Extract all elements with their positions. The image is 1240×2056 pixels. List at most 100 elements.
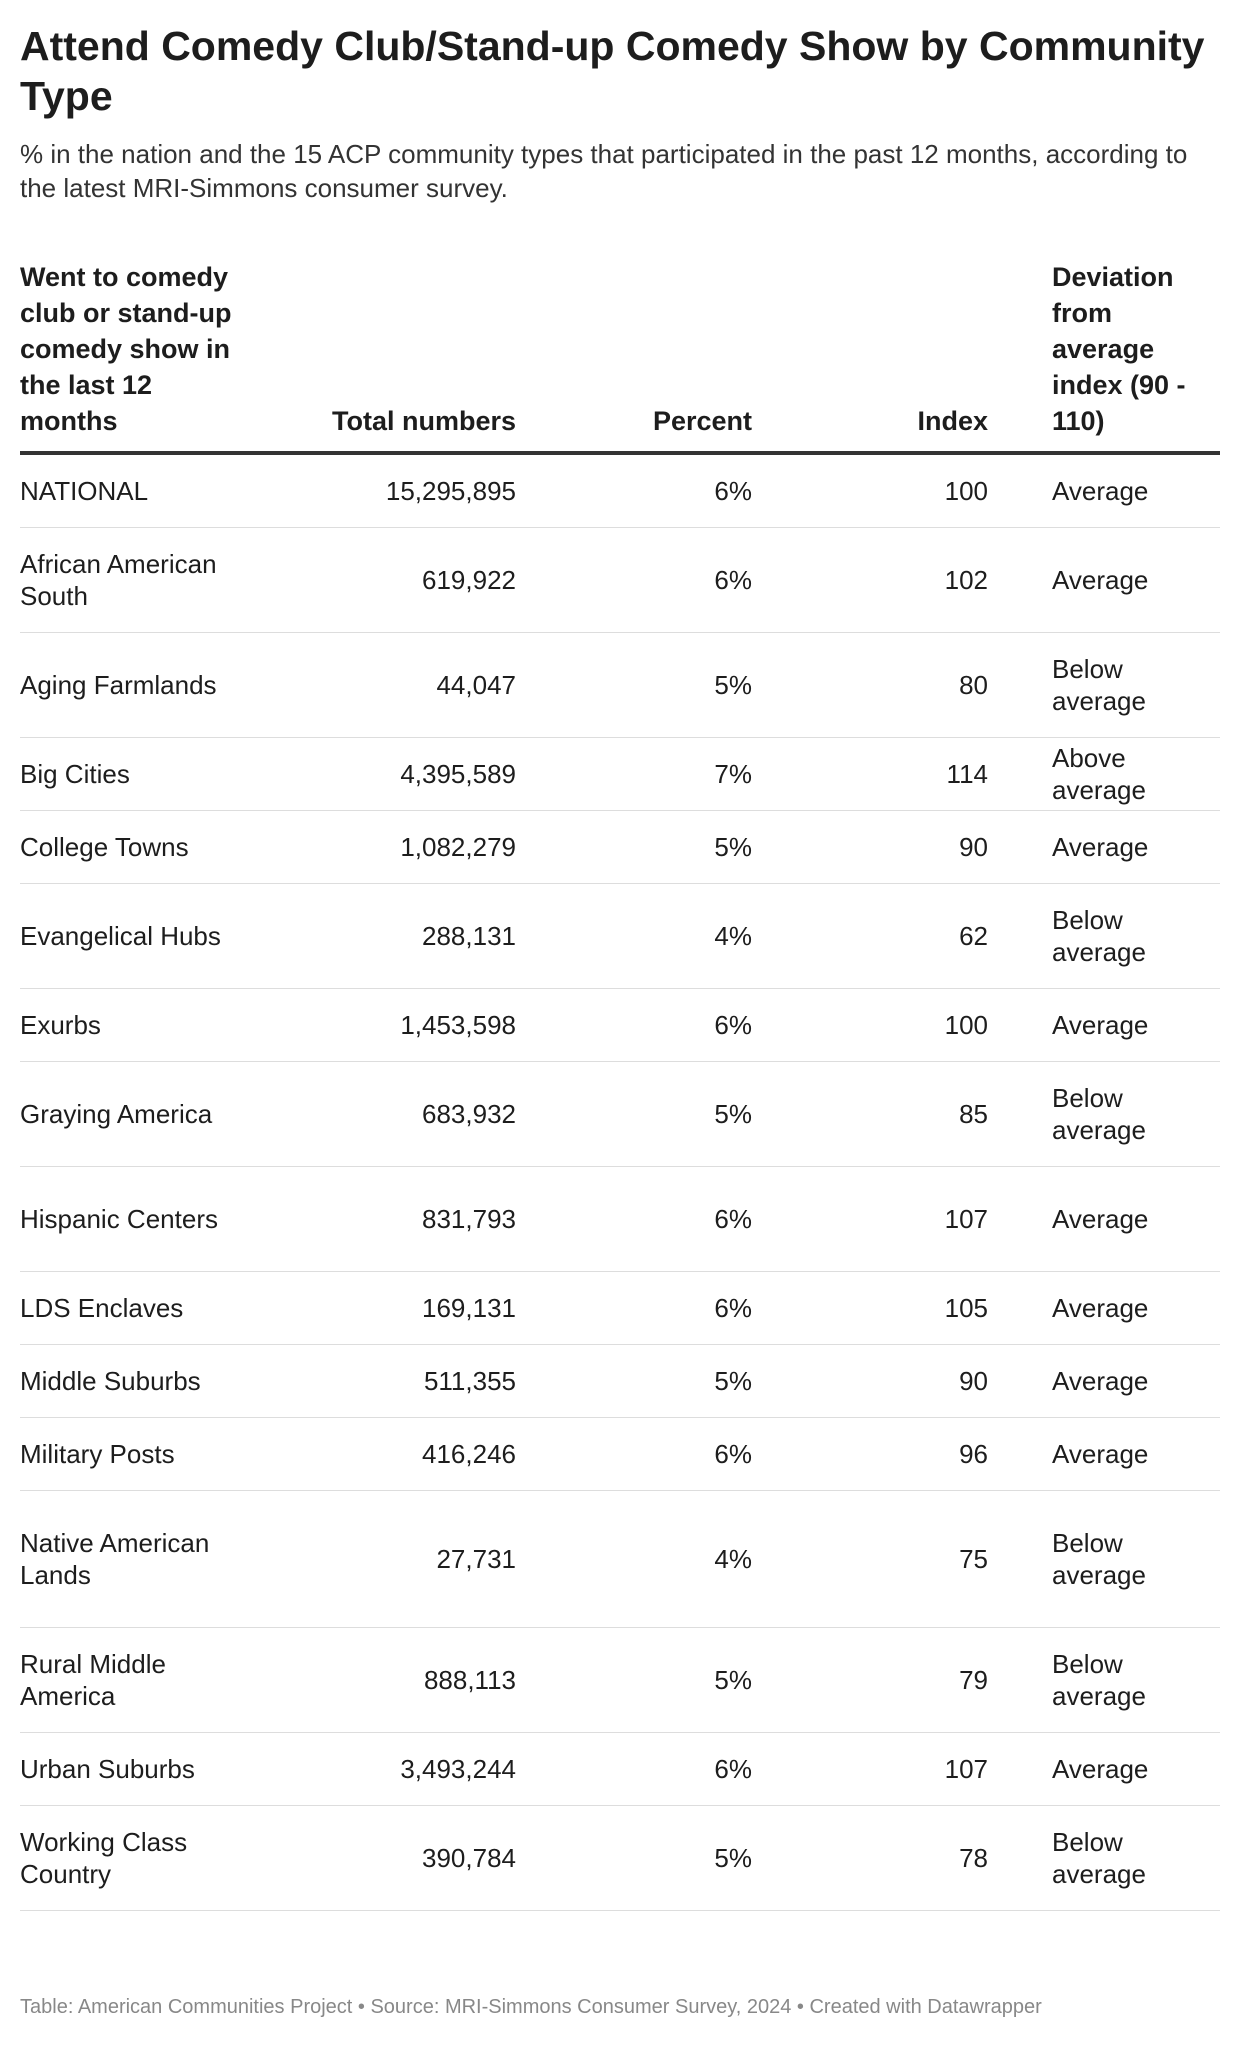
percent-cell: 5% bbox=[516, 1805, 752, 1911]
percent-cell: 5% bbox=[516, 632, 752, 738]
table-row: Rural Middle America 888,113 5% 79 Below ave… bbox=[20, 1627, 1220, 1733]
deviation-cell: Below average bbox=[988, 1490, 1220, 1628]
community-name-cell: Middle Suburbs bbox=[20, 1344, 252, 1418]
percent-cell: 7% bbox=[516, 737, 752, 811]
table-row: Urban Suburbs 3,493,244 6% 107 Average bbox=[20, 1732, 1220, 1806]
community-name-cell: Working Class Country bbox=[20, 1805, 252, 1911]
data-table: Went to comedy club or stand-up comedy s… bbox=[20, 259, 1220, 1911]
percent-cell: 6% bbox=[516, 1271, 752, 1345]
deviation-cell: Below average bbox=[988, 1061, 1220, 1167]
index-cell: 78 bbox=[752, 1805, 988, 1911]
total-numbers-cell: 888,113 bbox=[252, 1627, 516, 1733]
table-row: Military Posts 416,246 6% 96 Average bbox=[20, 1417, 1220, 1491]
community-name-cell: Military Posts bbox=[20, 1417, 252, 1491]
table-row: Big Cities 4,395,589 7% 114 Above average bbox=[20, 737, 1220, 811]
index-cell: 75 bbox=[752, 1490, 988, 1628]
table-row: Working Class Country 390,784 5% 78 Below av… bbox=[20, 1805, 1220, 1911]
chart-footer: Table: American Communities Project • So… bbox=[20, 1996, 1042, 2018]
index-cell: 102 bbox=[752, 527, 988, 633]
deviation-cell: Average bbox=[988, 453, 1220, 528]
table-row: Evangelical Hubs 288,131 4% 62 Below average bbox=[20, 883, 1220, 989]
deviation-cell: Average bbox=[988, 1417, 1220, 1491]
chart-container: Attend Comedy Club/Stand-up Comedy Show … bbox=[20, 0, 1220, 1911]
community-name-cell: LDS Enclaves bbox=[20, 1271, 252, 1345]
table-row: Middle Suburbs 511,355 5% 90 Average bbox=[20, 1344, 1220, 1418]
community-name-cell: Exurbs bbox=[20, 988, 252, 1062]
index-cell: 80 bbox=[752, 632, 988, 738]
deviation-cell: Average bbox=[988, 527, 1220, 633]
total-numbers-cell: 390,784 bbox=[252, 1805, 516, 1911]
total-numbers-cell: 27,731 bbox=[252, 1490, 516, 1628]
percent-cell: 6% bbox=[516, 1417, 752, 1491]
community-name-cell: Graying America bbox=[20, 1061, 252, 1167]
percent-cell: 5% bbox=[516, 1627, 752, 1733]
index-cell: 105 bbox=[752, 1271, 988, 1345]
community-name-cell: Urban Suburbs bbox=[20, 1732, 252, 1806]
total-numbers-cell: 169,131 bbox=[252, 1271, 516, 1345]
deviation-cell: Below average bbox=[988, 632, 1220, 738]
column-header-community[interactable]: Went to comedy club or stand-up comedy s… bbox=[20, 259, 252, 455]
index-cell: 114 bbox=[752, 737, 988, 811]
total-numbers-cell: 1,082,279 bbox=[252, 810, 516, 884]
percent-cell: 5% bbox=[516, 1344, 752, 1418]
community-name-cell: Aging Farmlands bbox=[20, 632, 252, 738]
total-numbers-cell: 511,355 bbox=[252, 1344, 516, 1418]
community-name-cell: Hispanic Centers bbox=[20, 1166, 252, 1272]
percent-cell: 6% bbox=[516, 1732, 752, 1806]
index-cell: 96 bbox=[752, 1417, 988, 1491]
total-numbers-cell: 44,047 bbox=[252, 632, 516, 738]
percent-cell: 6% bbox=[516, 988, 752, 1062]
deviation-cell: Below average bbox=[988, 883, 1220, 989]
percent-cell: 5% bbox=[516, 810, 752, 884]
index-cell: 90 bbox=[752, 810, 988, 884]
deviation-cell: Below average bbox=[988, 1805, 1220, 1911]
chart-subtitle: % in the nation and the 15 ACP community… bbox=[20, 139, 1188, 203]
column-header-index[interactable]: Index bbox=[752, 259, 988, 455]
community-name-cell: Native American Lands bbox=[20, 1490, 252, 1628]
table-row: NATIONAL 15,295,895 6% 100 Average bbox=[20, 453, 1220, 528]
table-body: NATIONAL 15,295,895 6% 100 Average African Am… bbox=[20, 453, 1220, 1911]
table-row: LDS Enclaves 169,131 6% 105 Average bbox=[20, 1271, 1220, 1345]
index-cell: 107 bbox=[752, 1732, 988, 1806]
deviation-cell: Average bbox=[988, 1344, 1220, 1418]
table-header-row: Went to comedy club or stand-up comedy s… bbox=[20, 259, 1220, 455]
table-row: Exurbs 1,453,598 6% 100 Average bbox=[20, 988, 1220, 1062]
index-cell: 62 bbox=[752, 883, 988, 989]
index-cell: 79 bbox=[752, 1627, 988, 1733]
community-name-cell: Rural Middle America bbox=[20, 1627, 252, 1733]
deviation-cell: Average bbox=[988, 1732, 1220, 1806]
deviation-cell: Average bbox=[988, 1166, 1220, 1272]
table-row: College Towns 1,082,279 5% 90 Average bbox=[20, 810, 1220, 884]
deviation-cell: Average bbox=[988, 988, 1220, 1062]
community-name-cell: Evangelical Hubs bbox=[20, 883, 252, 989]
index-cell: 85 bbox=[752, 1061, 988, 1167]
total-numbers-cell: 619,922 bbox=[252, 527, 516, 633]
community-name-cell: NATIONAL bbox=[20, 453, 252, 528]
column-header-percent[interactable]: Percent bbox=[516, 259, 752, 455]
table-row: Graying America 683,932 5% 85 Below average bbox=[20, 1061, 1220, 1167]
table-row: Native American Lands 27,731 4% 75 Below ave… bbox=[20, 1490, 1220, 1628]
index-cell: 100 bbox=[752, 988, 988, 1062]
total-numbers-cell: 288,131 bbox=[252, 883, 516, 989]
index-cell: 90 bbox=[752, 1344, 988, 1418]
total-numbers-cell: 4,395,589 bbox=[252, 737, 516, 811]
table-row: Hispanic Centers 831,793 6% 107 Average bbox=[20, 1166, 1220, 1272]
deviation-cell: Average bbox=[988, 810, 1220, 884]
percent-cell: 6% bbox=[516, 527, 752, 633]
table-row: Aging Farmlands 44,047 5% 80 Below average bbox=[20, 632, 1220, 738]
deviation-cell: Above average bbox=[988, 737, 1220, 811]
total-numbers-cell: 3,493,244 bbox=[252, 1732, 516, 1806]
percent-cell: 5% bbox=[516, 1061, 752, 1167]
percent-cell: 6% bbox=[516, 453, 752, 528]
total-numbers-cell: 831,793 bbox=[252, 1166, 516, 1272]
total-numbers-cell: 416,246 bbox=[252, 1417, 516, 1491]
table-row: African American South 619,922 6% 102 Averag… bbox=[20, 527, 1220, 633]
column-header-total[interactable]: Total numbers bbox=[252, 259, 516, 455]
total-numbers-cell: 1,453,598 bbox=[252, 988, 516, 1062]
index-cell: 100 bbox=[752, 453, 988, 528]
column-header-deviation[interactable]: Deviation from average index (90 - 110) bbox=[988, 259, 1220, 455]
percent-cell: 4% bbox=[516, 1490, 752, 1628]
community-name-cell: College Towns bbox=[20, 810, 252, 884]
total-numbers-cell: 683,932 bbox=[252, 1061, 516, 1167]
index-cell: 107 bbox=[752, 1166, 988, 1272]
